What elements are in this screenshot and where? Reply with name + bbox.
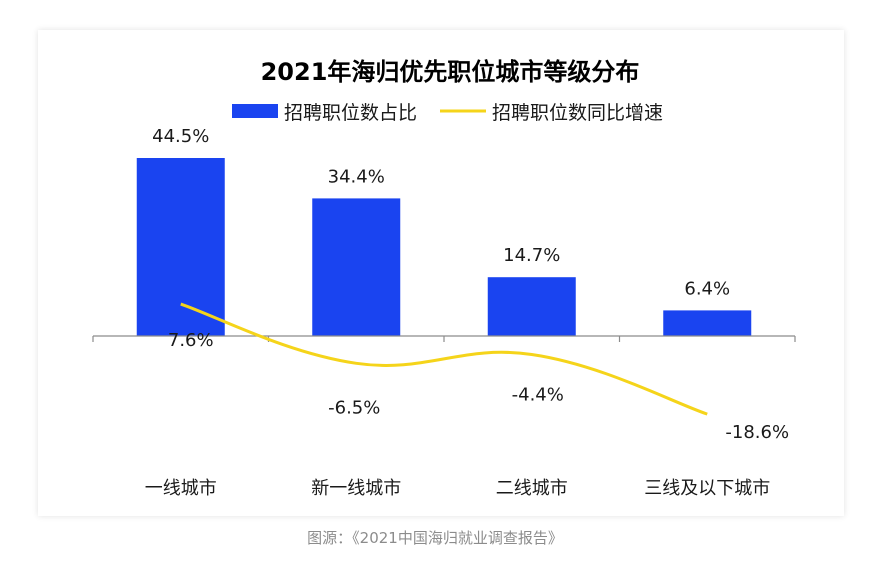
line-series	[180, 302, 708, 416]
line-label-3: -4.4%	[512, 384, 564, 405]
line-label-2: -6.5%	[328, 397, 380, 418]
growth-line	[180, 302, 708, 416]
bar-label-3: 14.7%	[503, 245, 560, 266]
bar-4	[663, 310, 752, 336]
line-data-labels: 7.6% -6.5% -4.4% -18.6%	[168, 330, 789, 443]
category-label-1: 一线城市	[145, 478, 217, 499]
bar-series	[136, 158, 752, 336]
bar-1	[136, 158, 225, 336]
line-label-1: 7.6%	[168, 330, 214, 351]
bar-data-labels: 44.5% 34.4% 14.7% 6.4%	[152, 126, 730, 299]
category-label-2: 新一线城市	[311, 478, 401, 499]
category-label-4: 三线及以下城市	[644, 478, 770, 499]
bar-label-2: 34.4%	[328, 166, 385, 187]
legend-label-line: 招聘职位数同比增速	[492, 102, 663, 124]
bar-3	[487, 277, 576, 336]
bar-label-4: 6.4%	[684, 278, 730, 299]
chart-title: 2021年海归优先职位城市等级分布	[261, 58, 640, 86]
legend-label-bar: 招聘职位数占比	[284, 102, 417, 124]
legend: 招聘职位数占比 招聘职位数同比增速	[232, 102, 663, 124]
legend-swatch-bar	[232, 104, 278, 118]
line-label-4: -18.6%	[725, 422, 789, 443]
source-caption: 图源：《2021中国海归就业调查报告》	[307, 529, 563, 547]
x-axis	[92, 335, 796, 342]
bar-2	[312, 198, 401, 336]
category-label-3: 二线城市	[496, 478, 568, 499]
category-labels: 一线城市 新一线城市 二线城市 三线及以下城市	[145, 478, 771, 499]
bar-label-1: 44.5%	[152, 126, 209, 147]
